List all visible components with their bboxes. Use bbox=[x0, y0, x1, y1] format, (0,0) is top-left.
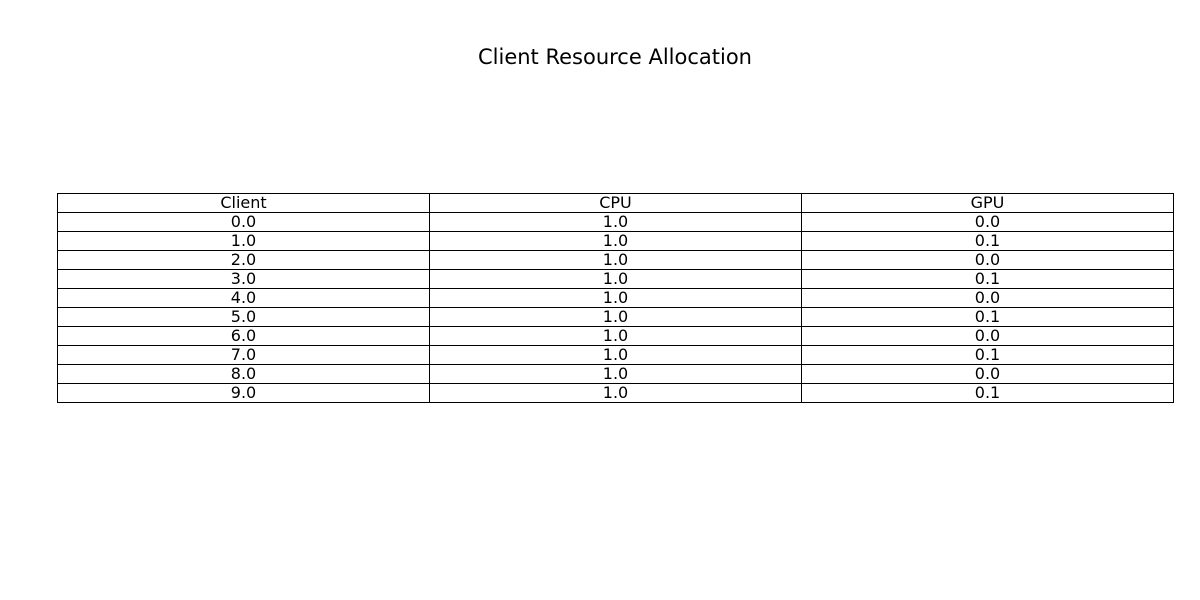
table-cell-client: 9.0 bbox=[57, 383, 430, 403]
table-cell-cpu: 1.0 bbox=[429, 364, 802, 384]
table-cell-cpu: 1.0 bbox=[429, 269, 802, 289]
table-row: 6.0 1.0 0.0 bbox=[57, 326, 1174, 346]
table-cell-client: 1.0 bbox=[57, 231, 430, 251]
table-cell-cpu: 1.0 bbox=[429, 383, 802, 403]
table-header: Client CPU GPU bbox=[57, 193, 1174, 213]
table-cell-client: 6.0 bbox=[57, 326, 430, 346]
table-header-row: Client CPU GPU bbox=[57, 193, 1174, 213]
table-row: 3.0 1.0 0.1 bbox=[57, 269, 1174, 289]
table-row: 5.0 1.0 0.1 bbox=[57, 307, 1174, 327]
table-cell-client: 5.0 bbox=[57, 307, 430, 327]
table-cell-cpu: 1.0 bbox=[429, 345, 802, 365]
column-header-gpu: GPU bbox=[801, 193, 1174, 213]
table-row: 8.0 1.0 0.0 bbox=[57, 364, 1174, 384]
table-cell-client: 0.0 bbox=[57, 212, 430, 232]
table-cell-gpu: 0.1 bbox=[801, 307, 1174, 327]
table-cell-client: 7.0 bbox=[57, 345, 430, 365]
table-cell-cpu: 1.0 bbox=[429, 250, 802, 270]
resource-table: Client CPU GPU 0.0 1.0 0.0 1.0 1.0 0.1 2.0 1.0 0.0… bbox=[57, 193, 1174, 403]
table-row: 9.0 1.0 0.1 bbox=[57, 383, 1174, 403]
column-header-cpu: CPU bbox=[429, 193, 802, 213]
table-body: 0.0 1.0 0.0 1.0 1.0 0.1 2.0 1.0 0.0 3.0 1.0 0.1 4.0 1… bbox=[57, 212, 1174, 403]
table-cell-gpu: 0.0 bbox=[801, 288, 1174, 308]
table-cell-client: 4.0 bbox=[57, 288, 430, 308]
table-cell-gpu: 0.0 bbox=[801, 250, 1174, 270]
table-cell-cpu: 1.0 bbox=[429, 288, 802, 308]
chart-title: Client Resource Allocation bbox=[478, 45, 752, 69]
table-cell-cpu: 1.0 bbox=[429, 212, 802, 232]
table-cell-gpu: 0.1 bbox=[801, 345, 1174, 365]
table-cell-cpu: 1.0 bbox=[429, 307, 802, 327]
table-cell-cpu: 1.0 bbox=[429, 231, 802, 251]
table-cell-cpu: 1.0 bbox=[429, 326, 802, 346]
table-cell-client: 8.0 bbox=[57, 364, 430, 384]
table-row: 7.0 1.0 0.1 bbox=[57, 345, 1174, 365]
column-header-client: Client bbox=[57, 193, 430, 213]
table-cell-gpu: 0.1 bbox=[801, 231, 1174, 251]
table-row: 4.0 1.0 0.0 bbox=[57, 288, 1174, 308]
table-cell-gpu: 0.1 bbox=[801, 383, 1174, 403]
table-cell-gpu: 0.1 bbox=[801, 269, 1174, 289]
table-cell-gpu: 0.0 bbox=[801, 364, 1174, 384]
table-cell-client: 2.0 bbox=[57, 250, 430, 270]
table-row: 0.0 1.0 0.0 bbox=[57, 212, 1174, 232]
table-row: 1.0 1.0 0.1 bbox=[57, 231, 1174, 251]
table-row: 2.0 1.0 0.0 bbox=[57, 250, 1174, 270]
table-cell-gpu: 0.0 bbox=[801, 326, 1174, 346]
table-cell-client: 3.0 bbox=[57, 269, 430, 289]
table-cell-gpu: 0.0 bbox=[801, 212, 1174, 232]
